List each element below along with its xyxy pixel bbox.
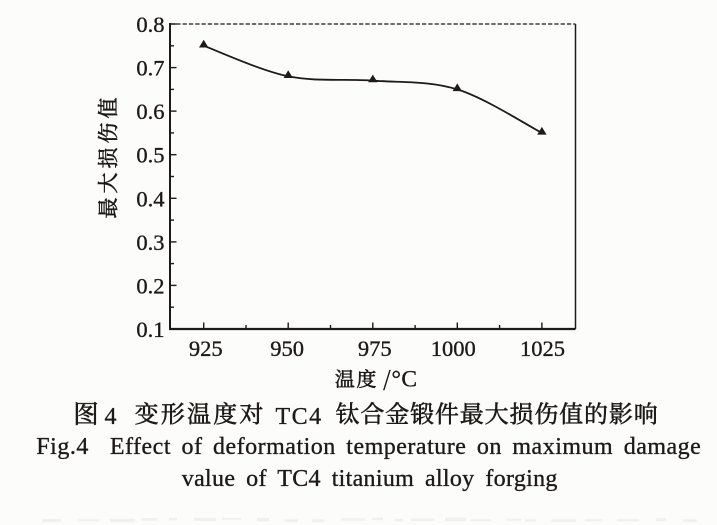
svg-text:°C: °C xyxy=(392,367,418,393)
svg-text:value of TC4 titanium alloy fo: value of TC4 titanium alloy forging xyxy=(182,466,558,492)
svg-text:950: 950 xyxy=(270,336,304,361)
svg-text:0.1: 0.1 xyxy=(136,317,164,342)
svg-text:0.3: 0.3 xyxy=(136,230,164,255)
svg-text:TC4: TC4 xyxy=(276,404,323,430)
svg-text:925: 925 xyxy=(189,336,223,361)
svg-text:1025: 1025 xyxy=(520,336,565,361)
svg-text:0.5: 0.5 xyxy=(136,143,164,168)
svg-text:0.7: 0.7 xyxy=(136,56,164,81)
svg-text:1000: 1000 xyxy=(431,336,476,361)
svg-text:0.4: 0.4 xyxy=(136,186,164,211)
svg-text:0.6: 0.6 xyxy=(136,99,164,124)
svg-text:0.8: 0.8 xyxy=(136,12,164,37)
svg-text:0.2: 0.2 xyxy=(136,273,164,298)
svg-text:4: 4 xyxy=(105,404,117,430)
svg-text:975: 975 xyxy=(358,336,392,361)
svg-text:Fig.4 Effect of deformation t: Fig.4 Effect of deformation temperature … xyxy=(36,434,701,460)
